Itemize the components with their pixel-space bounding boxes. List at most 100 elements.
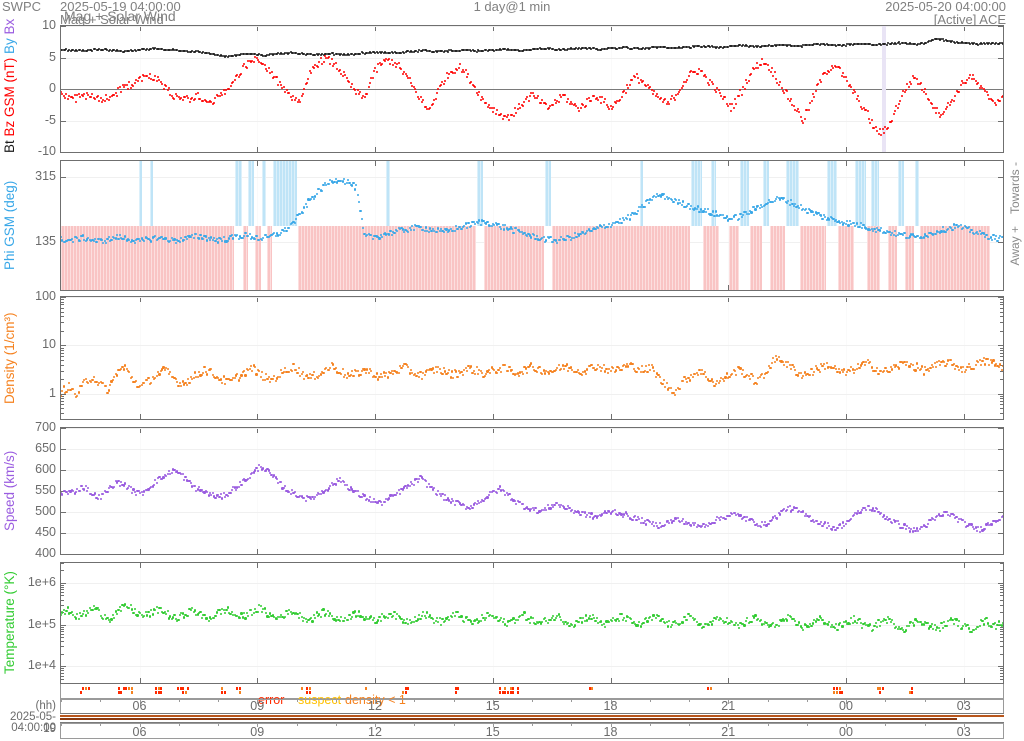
panel-mag[interactable] (60, 25, 1004, 153)
data-point (770, 45, 773, 48)
data-point (739, 44, 742, 47)
data-point (322, 491, 325, 494)
data-point (479, 619, 482, 622)
data-point (573, 624, 577, 627)
data-point (697, 45, 700, 48)
panel-density[interactable] (60, 296, 1004, 420)
data-point (398, 493, 402, 496)
data-point (523, 232, 526, 235)
data-point (485, 616, 488, 619)
data-point (966, 366, 969, 369)
data-point (597, 363, 600, 367)
data-point (206, 239, 209, 242)
data-point (382, 233, 385, 236)
data-point (785, 365, 789, 368)
panel-phi[interactable] (60, 160, 1004, 291)
data-point (800, 208, 804, 211)
data-point (817, 618, 820, 622)
data-point (311, 620, 314, 623)
data-point (966, 525, 969, 528)
data-point (403, 230, 406, 233)
data-flag-strip[interactable] (60, 684, 1004, 699)
data-point (865, 227, 868, 230)
data-point (373, 69, 376, 72)
data-point (951, 363, 954, 366)
data-point (178, 471, 182, 474)
data-point (753, 521, 756, 524)
data-point (74, 617, 78, 620)
x-tick (846, 678, 847, 683)
data-point (69, 490, 72, 493)
data-point (403, 71, 406, 74)
data-point (951, 618, 954, 621)
data-point (386, 233, 389, 236)
data-point (73, 49, 76, 52)
data-point (732, 623, 735, 626)
data-point (668, 47, 671, 49)
data-point (822, 622, 825, 625)
data-point (422, 371, 425, 375)
data-point (325, 612, 328, 615)
data-point (244, 479, 247, 482)
data-point (944, 39, 947, 42)
data-point (151, 375, 154, 378)
data-point (79, 49, 82, 52)
data-point (717, 517, 720, 520)
data-point (139, 49, 142, 52)
data-point (520, 230, 523, 233)
data-point (698, 623, 701, 626)
data-point (181, 612, 184, 615)
panel-temperature[interactable] (60, 562, 1004, 684)
time-axis-upper[interactable]: 06 09 12 15 18 21 00 03 (60, 699, 1004, 713)
data-point (888, 120, 891, 123)
data-point (969, 74, 972, 77)
data-point (69, 49, 72, 52)
data-point (835, 622, 838, 625)
data-point (802, 208, 805, 211)
data-point (590, 363, 593, 367)
data-point (889, 621, 892, 624)
data-point (260, 610, 264, 613)
data-point (80, 485, 83, 488)
data-point (146, 74, 149, 77)
data-point (357, 200, 361, 204)
x-tick (610, 678, 612, 683)
data-point (761, 44, 764, 47)
data-point (398, 364, 402, 367)
data-point (874, 43, 877, 46)
data-point (62, 94, 65, 97)
data-point (617, 100, 620, 103)
time-axis-lower[interactable]: 06 09 12 15 18 21 00 03 (60, 723, 1004, 739)
data-point (722, 517, 726, 520)
data-point (553, 49, 556, 52)
data-point (233, 54, 236, 57)
panel-speed[interactable] (60, 427, 1004, 555)
data-point (824, 216, 827, 219)
data-point (111, 235, 115, 238)
data-point (260, 370, 264, 373)
data-point (654, 376, 657, 379)
data-point (314, 64, 317, 67)
data-point (143, 381, 146, 385)
data-point (612, 509, 615, 512)
data-point (561, 238, 564, 241)
data-point (448, 73, 451, 76)
data-point (277, 376, 280, 379)
data-point (995, 103, 998, 106)
data-point (255, 610, 258, 613)
data-point (381, 235, 384, 238)
data-point (547, 372, 551, 375)
data-point (702, 522, 705, 525)
data-point (564, 48, 567, 51)
data-point (673, 98, 676, 101)
data-point (403, 618, 406, 621)
data-point (535, 234, 538, 237)
data-point (579, 513, 582, 516)
data-point (709, 213, 712, 216)
data-point (811, 93, 814, 96)
data-point (977, 626, 980, 629)
data-point (174, 470, 177, 473)
y-minor-tick (1000, 419, 1003, 420)
data-point (490, 49, 493, 52)
data-point (799, 510, 802, 513)
